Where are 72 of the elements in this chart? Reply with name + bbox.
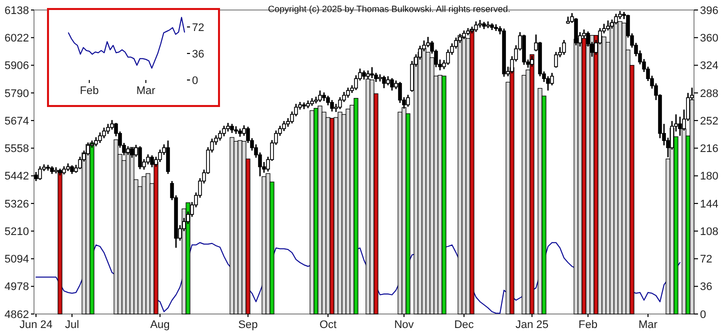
y2-tick-label: 144: [700, 198, 718, 210]
y-tick-label: 5906: [4, 60, 29, 72]
candlestick: [330, 99, 334, 112]
y-tick-label: 5326: [4, 198, 29, 210]
y2-tick-label: 288: [700, 88, 718, 100]
candlestick: [146, 154, 150, 166]
candlestick: [426, 36, 430, 48]
candlestick: [406, 94, 410, 108]
y-tick-label: 4862: [4, 308, 29, 321]
x-tick-label: Jun 24: [19, 319, 53, 331]
y2-tick-label: 36: [700, 281, 712, 294]
bar: [530, 54, 534, 314]
candlestick: [282, 120, 286, 132]
candlestick: [230, 123, 234, 134]
bar: [442, 76, 446, 314]
candlestick: [218, 130, 222, 142]
bar: [130, 147, 134, 314]
line-series: [68, 16, 186, 69]
candlestick: [554, 51, 558, 68]
y2-tick-label: 0: [700, 308, 706, 321]
x-tick-label: Sep: [238, 319, 258, 331]
y-tick-label: 5094: [4, 254, 29, 266]
x-tick-label: Mar: [638, 319, 658, 331]
y-tick-label: 5790: [4, 88, 29, 100]
candlestick: [346, 86, 350, 98]
y-tick-label: 6022: [4, 32, 29, 44]
x-tick-label: Jan 25: [515, 319, 549, 331]
candlestick: [38, 166, 42, 181]
y-tick-label: 5674: [4, 115, 29, 128]
candlestick: [318, 90, 322, 103]
y-tick-label: 5558: [4, 143, 29, 156]
y2-tick-label: 396: [700, 4, 718, 17]
bar: [186, 202, 190, 314]
y2-tick-label: 360: [700, 32, 718, 44]
y-tick-label: 6138: [4, 4, 29, 17]
candlestick: [222, 125, 226, 137]
x-tick-label: Dec: [454, 319, 474, 331]
candlestick: [562, 39, 566, 56]
y-tick-label: 5442: [4, 170, 29, 183]
y-tick-label: 72: [192, 22, 204, 34]
y2-tick-label: 180: [700, 170, 718, 183]
y2-tick-label: 108: [700, 226, 718, 238]
x-tick-label: Jul: [64, 319, 80, 331]
x-tick-label: Nov: [394, 319, 414, 331]
candlestick: [102, 126, 106, 139]
y2-tick-label: 216: [700, 143, 718, 156]
candlestick: [106, 123, 110, 135]
y-tick-label: 5210: [4, 226, 29, 238]
candlestick: [166, 140, 170, 175]
candlestick: [338, 96, 342, 110]
candlestick: [98, 132, 102, 144]
x-tick-label: Oct: [319, 319, 337, 331]
x-tick-label: Feb: [80, 85, 99, 97]
candlestick: [382, 75, 386, 89]
x-tick-label: Feb: [578, 319, 598, 331]
x-tick-label: Mar: [136, 85, 156, 97]
candlestick: [110, 119, 114, 130]
bar: [58, 170, 62, 314]
candlestick: [34, 171, 38, 182]
candlestick: [138, 146, 142, 170]
bar: [354, 98, 358, 314]
x-tick-label: Aug: [150, 319, 170, 331]
y2-tick-label: 252: [700, 115, 718, 128]
y2-tick-label: 324: [700, 60, 718, 72]
annotation: Copyright (c) 2025 by Thomas Bulkowski. All rights reserved.: [268, 4, 510, 14]
candlestick: [546, 76, 550, 92]
y-tick-label: 4978: [4, 281, 29, 294]
y-tick-label: 36: [192, 48, 204, 60]
y-tick-label: 0: [192, 74, 198, 87]
candlestick: [390, 77, 394, 92]
y2-tick-label: 72: [700, 254, 712, 266]
candlestick: [386, 76, 390, 86]
